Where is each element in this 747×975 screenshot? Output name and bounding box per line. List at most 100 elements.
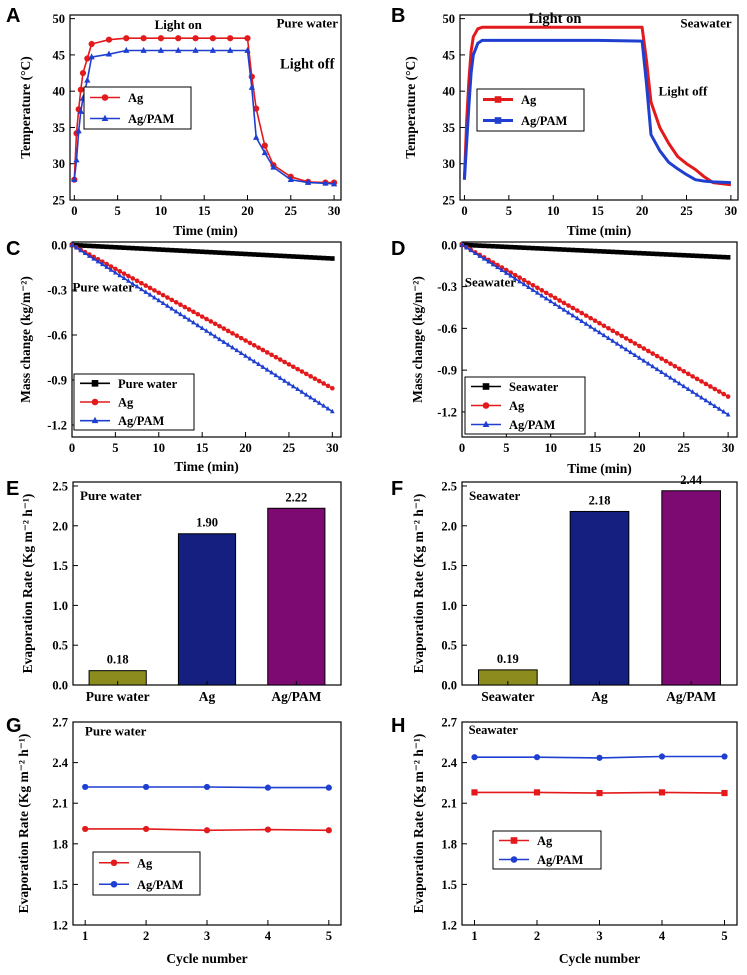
legend-label: Ag/PAM	[537, 853, 583, 867]
data-point	[681, 252, 687, 258]
series-ag	[471, 789, 728, 797]
y-tick-label: 0.0	[51, 239, 67, 253]
y-tick-label: 45	[53, 48, 66, 62]
data-point	[261, 149, 268, 156]
y-tick-label: 1.0	[441, 599, 457, 613]
data-point	[495, 264, 500, 270]
bar	[267, 507, 326, 686]
legend: Seawater Ag Ag/PAM	[464, 376, 586, 435]
x-tick-label: 15	[198, 204, 211, 218]
y-tick-label: 0.0	[441, 679, 457, 693]
data-point	[186, 248, 192, 254]
data-point	[575, 308, 580, 313]
data-point	[113, 269, 118, 275]
data-point	[169, 297, 175, 303]
data-point	[91, 255, 96, 261]
series-ag	[462, 25, 732, 187]
data-point	[716, 389, 722, 394]
data-point	[269, 352, 274, 358]
x-tick-label: 20	[636, 204, 649, 218]
data-point	[641, 358, 647, 363]
data-point	[614, 341, 620, 346]
data-point	[325, 784, 332, 791]
legend-label: Ag	[118, 396, 134, 410]
data-point	[126, 273, 131, 279]
data-point	[490, 261, 496, 267]
data-point	[264, 826, 272, 833]
data-point	[156, 290, 162, 296]
y-tick-label: -0.6	[437, 322, 457, 336]
data-point	[156, 297, 162, 303]
data-point	[182, 248, 188, 254]
data-point	[104, 264, 110, 269]
x-tick-label: 0	[69, 441, 75, 455]
data-point	[78, 247, 83, 253]
data-point	[672, 377, 678, 383]
data-point	[299, 254, 305, 260]
y-tick-label: 0.5	[52, 639, 68, 653]
data-point	[459, 241, 465, 247]
data-point	[325, 383, 331, 389]
data-point	[140, 46, 147, 53]
data-point	[157, 35, 165, 42]
data-point	[139, 286, 144, 292]
x-tick-label: 5	[326, 929, 332, 943]
data-point	[654, 366, 660, 372]
y-tick-label: 1.5	[441, 878, 457, 892]
data-point	[173, 248, 179, 253]
x-category-label: Pure water	[86, 689, 150, 704]
y-tick-label: 40	[53, 85, 66, 99]
data-point	[690, 253, 695, 258]
y-tick-label: 1.5	[441, 559, 457, 573]
legend-label: Ag/PAM	[128, 112, 174, 126]
data-point	[504, 270, 509, 275]
data-point	[244, 46, 251, 53]
data-point	[473, 243, 478, 248]
data-point	[71, 175, 78, 183]
data-point	[77, 86, 84, 93]
data-point	[321, 255, 326, 261]
data-point	[212, 321, 218, 327]
series-ag-pam	[471, 753, 728, 761]
x-axis-label: Cycle number	[166, 951, 247, 966]
data-point	[606, 249, 611, 254]
bar-value-label: 0.19	[497, 652, 519, 666]
data-point	[273, 372, 279, 378]
data-point	[650, 251, 656, 257]
legend-swatch-marker	[482, 420, 490, 427]
data-point	[139, 280, 144, 286]
x-tick-label: 2	[143, 929, 149, 943]
legend-swatch-marker	[510, 837, 518, 844]
annotation: Seawater	[680, 15, 731, 30]
data-point	[234, 347, 240, 353]
x-axis-label: Time (min)	[567, 461, 632, 476]
data-point	[570, 312, 576, 318]
y-axis-label: Evaporation Rate (Kg m⁻² h⁻¹)	[16, 734, 31, 914]
data-point	[654, 251, 660, 257]
legend-swatch-marker	[110, 859, 118, 867]
data-point	[508, 244, 514, 250]
data-point	[464, 244, 469, 250]
x-category-label: Ag/PAM	[666, 689, 716, 704]
data-point	[596, 789, 603, 797]
data-point	[143, 289, 149, 294]
data-point	[182, 304, 188, 310]
data-point	[286, 362, 292, 367]
data-point	[579, 310, 585, 316]
data-point	[84, 76, 91, 83]
data-point	[703, 381, 709, 387]
data-point	[526, 284, 531, 289]
data-point	[601, 323, 607, 329]
x-tick-label: 30	[725, 204, 738, 218]
data-point	[708, 384, 713, 389]
data-point	[290, 254, 296, 259]
legend-label: Ag	[137, 856, 153, 870]
series-line	[462, 25, 732, 187]
data-point	[217, 323, 222, 329]
data-point	[88, 53, 95, 60]
legend-label: Ag/PAM	[509, 418, 555, 432]
data-point	[322, 179, 329, 186]
data-point	[217, 336, 222, 342]
data-point	[199, 249, 205, 255]
data-point	[583, 321, 589, 326]
